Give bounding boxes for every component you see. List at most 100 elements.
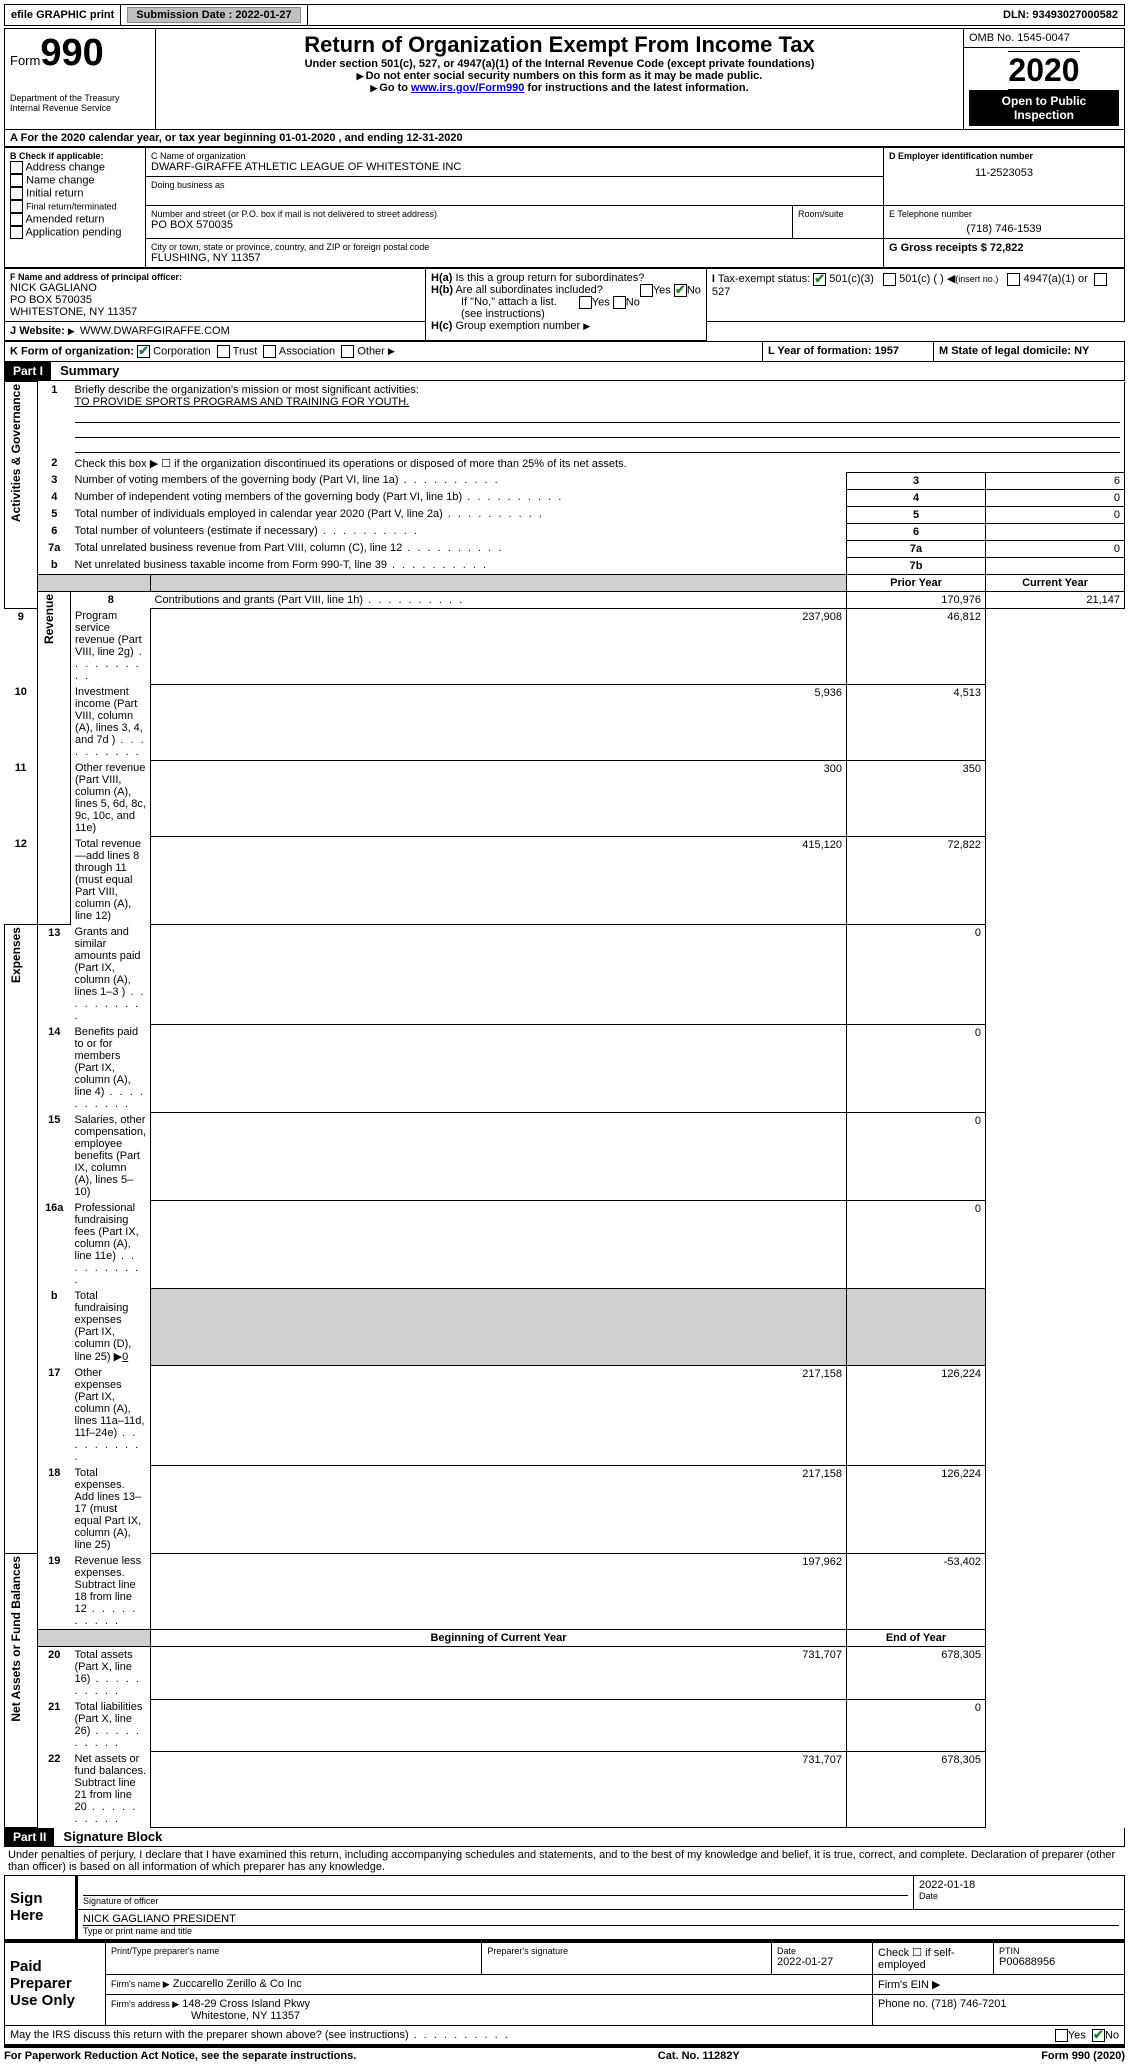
entity-info: B Check if applicable: Address change Na… (4, 147, 1125, 268)
ln: 8 (71, 591, 151, 608)
omb-number: OMB No. 1545-0047 (969, 32, 1070, 44)
l16b-val: 0 (122, 1351, 128, 1363)
entity-info-2: F Name and address of principal officer:… (4, 268, 1125, 341)
year-formation: L Year of formation: 1957 (768, 345, 899, 357)
addr-label: Number and street (or P.O. box if mail i… (151, 209, 787, 219)
corp-checkbox[interactable] (137, 345, 150, 358)
c13: 0 (847, 924, 986, 1024)
side-netassets: Net Assets or Fund Balances (5, 1553, 38, 1827)
other-checkbox[interactable] (341, 345, 354, 358)
amended-checkbox[interactable] (10, 213, 23, 226)
shade (151, 574, 847, 591)
box-b-label: B Check if applicable: (10, 151, 140, 161)
part2-badge: Part II (5, 1828, 54, 1846)
part2-title: Signature Block (57, 1829, 162, 1844)
arrow-icon (357, 70, 366, 82)
sig-line (83, 1879, 908, 1896)
no-label: No (626, 296, 640, 308)
tax-status-label: Tax-exempt status: (718, 273, 810, 285)
p19: 197,962 (151, 1553, 847, 1630)
addr-change-checkbox[interactable] (10, 161, 23, 174)
box-c-room: Room/suite (793, 206, 884, 239)
initial-return-checkbox[interactable] (10, 187, 23, 200)
firm-name-label: Firm's name ▶ (111, 1979, 170, 1989)
page-footer: For Paperwork Reduction Act Notice, see … (4, 2045, 1125, 2062)
sig-name-cell: NICK GAGLIANO PRESIDENT Type or print na… (77, 1909, 1125, 1939)
prep-sig-label: Preparer's signature (487, 1946, 766, 1956)
ha-no-checkbox[interactable] (674, 284, 687, 297)
other-label: Other (357, 345, 385, 357)
l6-text: Total number of volunteers (estimate if … (71, 523, 847, 540)
4947-label: 4947(a)(1) or (1024, 273, 1088, 285)
501c-checkbox[interactable] (883, 273, 896, 286)
yes-label: Yes (653, 284, 671, 296)
dba-label: Doing business as (151, 180, 878, 190)
hb-no-checkbox[interactable] (613, 296, 626, 309)
box-b: B Check if applicable: Address change Na… (5, 148, 146, 268)
box-num: 3 (847, 472, 986, 489)
ptin-label: PTIN (999, 1946, 1119, 1956)
l7a-text: Total unrelated business revenue from Pa… (71, 540, 847, 557)
sig-officer-label: Signature of officer (83, 1896, 908, 1906)
prep-sig-cell: Preparer's signature (482, 1941, 772, 1974)
l5-text: Total number of individuals employed in … (71, 506, 847, 523)
side-expenses: Expenses (5, 924, 38, 1553)
501c3-checkbox[interactable] (813, 273, 826, 286)
shade (151, 1288, 847, 1365)
discuss-no-checkbox[interactable] (1092, 2029, 1105, 2042)
form-id-cell: Form990 Department of the Treasury Inter… (5, 29, 156, 130)
app-pending-checkbox[interactable] (10, 226, 23, 239)
box-f: F Name and address of principal officer:… (5, 269, 426, 322)
hb-yes-checkbox[interactable] (579, 296, 592, 309)
ln: 20 (38, 1647, 71, 1700)
form-org-label: K Form of organization: (10, 345, 134, 357)
ha-text: Is this a group return for subordinates? (455, 272, 644, 284)
officer-label: F Name and address of principal officer: (10, 272, 420, 282)
trust-label: Trust (233, 345, 258, 357)
discuss-yes-checkbox[interactable] (1055, 2029, 1068, 2042)
box-e: E Telephone number (718) 746-1539 (884, 206, 1125, 239)
l10-text: Investment income (Part VIII, column (A)… (71, 684, 151, 760)
4947-checkbox[interactable] (1007, 273, 1020, 286)
ein-value: 11-2523053 (889, 161, 1119, 179)
submission-date-button[interactable]: Submission Date : 2022-01-27 (127, 7, 300, 23)
ln: 9 (5, 608, 38, 684)
box-num: 5 (847, 506, 986, 523)
ha-yes-checkbox[interactable] (640, 284, 653, 297)
l14-text: Benefits paid to or for members (Part IX… (71, 1024, 151, 1112)
ln: 3 (38, 472, 71, 489)
footer-left: For Paperwork Reduction Act Notice, see … (4, 2050, 356, 2062)
col-prior: Prior Year (847, 574, 986, 591)
firm-addr-label: Firm's address ▶ (111, 1999, 179, 2009)
name-change-checkbox[interactable] (10, 174, 23, 187)
box-c-name: C Name of organization DWARF-GIRAFFE ATH… (146, 148, 884, 177)
assoc-checkbox[interactable] (263, 345, 276, 358)
527-label: 527 (712, 286, 730, 298)
ln: 13 (38, 924, 71, 1024)
box-d: D Employer identification number 11-2523… (884, 148, 1125, 206)
dln-label: DLN: 93493027000582 (997, 5, 1124, 25)
527-checkbox[interactable] (1094, 273, 1107, 286)
instructions-link[interactable]: www.irs.gov/Form990 (411, 82, 524, 94)
firm-phone: Phone no. (718) 746-7201 (873, 1994, 1125, 2025)
footer-mid: Cat. No. 11282Y (658, 2050, 740, 2062)
p9: 237,908 (151, 608, 847, 684)
ln: 14 (38, 1024, 71, 1112)
final-return-checkbox[interactable] (10, 200, 23, 213)
open-inspection: Open to Public Inspection (969, 90, 1119, 126)
ln: 22 (38, 1751, 71, 1827)
part1-header-row: Part I Summary (4, 362, 1125, 381)
website-value: WWW.DWARFGIRAFFE.COM (80, 325, 230, 337)
prep-name-label: Print/Type preparer's name (111, 1946, 476, 1956)
firm-name-cell: Firm's name ▶ Zuccarello Zerillo & Co In… (106, 1974, 873, 1994)
hc-text: Group exemption number (455, 320, 580, 332)
p18: 217,158 (151, 1465, 847, 1553)
opt-final: Final return/terminated (26, 201, 117, 211)
ln: 1 (38, 382, 71, 455)
v6 (986, 523, 1125, 540)
trust-checkbox[interactable] (217, 345, 230, 358)
p12: 415,120 (151, 836, 847, 924)
shade (847, 1288, 986, 1365)
signature-table: Sign Here Signature of officer 2022-01-1… (4, 1875, 1125, 1940)
ein-label: D Employer identification number (889, 151, 1119, 161)
